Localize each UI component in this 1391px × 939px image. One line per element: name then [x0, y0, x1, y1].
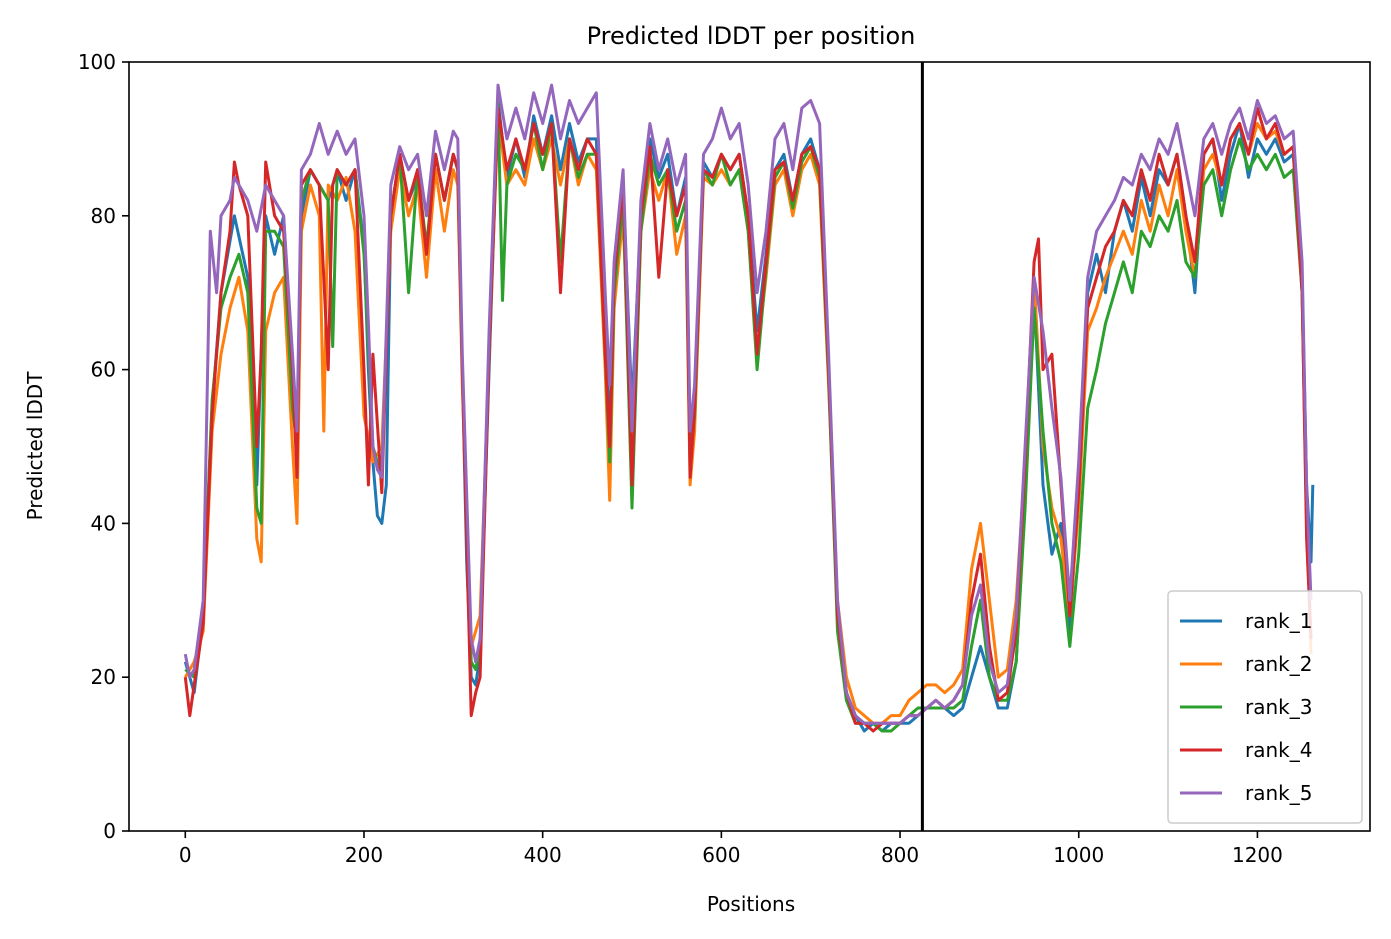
series-line-rank-4	[183, 106, 1313, 733]
y-axis-ticks: 0 20 40 60 80 100	[78, 50, 129, 843]
y-tick-label: 80	[91, 204, 116, 228]
legend-label: rank_1	[1245, 609, 1312, 633]
y-tick-label: 100	[78, 50, 116, 74]
y-axis-title: Predicted lDDT	[23, 371, 47, 521]
series-line-rank-2	[184, 114, 1313, 725]
legend-label: rank_5	[1245, 781, 1312, 805]
x-axis-ticks: 0 200 400 600 800 1000 1200	[179, 831, 1283, 867]
x-tick-label: 400	[524, 843, 562, 867]
x-tick-label: 800	[881, 843, 919, 867]
legend-label: rank_4	[1245, 738, 1312, 762]
legend: rank_1 rank_2 rank_3 rank_4 rank_5	[1167, 590, 1363, 824]
y-tick-label: 0	[103, 819, 116, 843]
x-tick-label: 1000	[1053, 843, 1104, 867]
x-tick-label: 200	[345, 843, 383, 867]
legend-label: rank_2	[1245, 652, 1312, 676]
chart-title: Predicted lDDT per position	[587, 22, 916, 50]
legend-box	[1167, 590, 1363, 824]
x-axis-title: Positions	[707, 892, 795, 916]
legend-label: rank_3	[1245, 695, 1312, 719]
x-tick-label: 1200	[1232, 843, 1283, 867]
y-tick-label: 40	[91, 511, 116, 535]
plot-lines	[183, 83, 1315, 733]
y-tick-label: 60	[91, 358, 116, 382]
x-tick-label: 600	[702, 843, 740, 867]
plot-frame	[128, 61, 1371, 832]
series-line-rank-5	[183, 83, 1313, 725]
x-tick-label: 0	[179, 843, 192, 867]
y-tick-label: 20	[91, 665, 116, 689]
